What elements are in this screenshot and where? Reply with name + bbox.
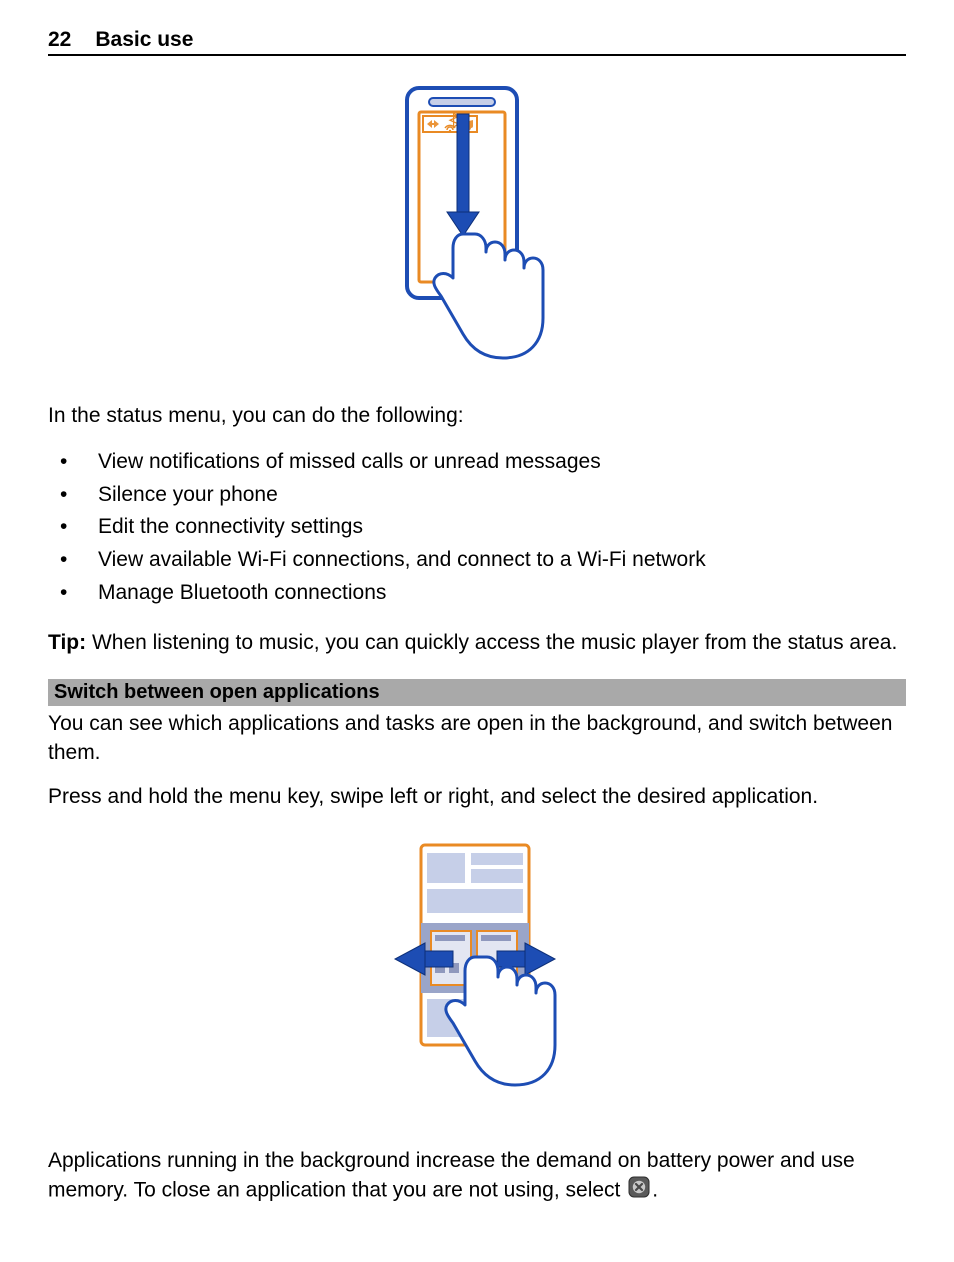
figure-swipe-horizontal bbox=[48, 839, 906, 1119]
page-header: 22 Basic use bbox=[48, 28, 906, 56]
page: 22 Basic use bbox=[0, 0, 954, 1262]
tip-text: When listening to music, you can quickly… bbox=[86, 631, 897, 654]
section-title: Basic use bbox=[95, 28, 193, 52]
sub-para1: You can see which applications and tasks… bbox=[48, 710, 906, 767]
para3-text-a: Applications running in the background i… bbox=[48, 1149, 855, 1201]
list-item: View available Wi-Fi connections, and co… bbox=[48, 544, 906, 577]
list-item: View notifications of missed calls or un… bbox=[48, 446, 906, 479]
page-number: 22 bbox=[48, 28, 71, 52]
list-item: Silence your phone bbox=[48, 479, 906, 512]
intro-text: In the status menu, you can do the follo… bbox=[48, 402, 906, 430]
close-icon bbox=[628, 1176, 650, 1206]
list-item: Edit the connectivity settings bbox=[48, 511, 906, 544]
bullet-list: View notifications of missed calls or un… bbox=[48, 446, 906, 609]
figure-swipe-down bbox=[48, 84, 906, 374]
sub-para3: Applications running in the background i… bbox=[48, 1147, 906, 1206]
tip-paragraph: Tip: When listening to music, you can qu… bbox=[48, 629, 906, 657]
list-item: Manage Bluetooth connections bbox=[48, 577, 906, 610]
subheading: Switch between open applications bbox=[48, 679, 906, 706]
phone-swipe-down-icon bbox=[387, 84, 567, 374]
para3-text-b: . bbox=[652, 1179, 658, 1202]
tip-label: Tip: bbox=[48, 631, 86, 654]
phone-swipe-horizontal-icon bbox=[377, 839, 577, 1119]
sub-para2: Press and hold the menu key, swipe left … bbox=[48, 783, 906, 811]
